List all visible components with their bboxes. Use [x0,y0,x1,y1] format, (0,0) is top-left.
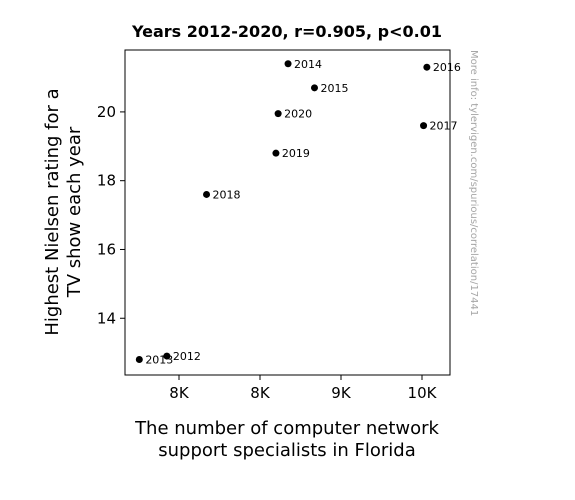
data-point-label: 2014 [294,58,322,71]
x-axis-label-line-1: The number of computer network [134,418,439,439]
data-point-label: 2016 [433,61,461,74]
data-point [163,352,171,360]
y-tick-label: 18 [97,172,116,190]
x-tick-label: 9K [331,384,352,402]
data-point [272,149,280,157]
x-axis-label-line-2: support specialists in Florida [158,440,416,461]
x-axis: 8K 8K 9K 10K [169,375,438,402]
data-point [284,60,292,68]
data-point [135,356,143,364]
data-point [420,122,428,130]
x-tick-label: 8K [169,384,190,402]
y-axis-label-line-2: TV show each year [64,126,85,298]
plot-area [124,49,451,376]
source-note: More info: tylervigen.com/spurious/corre… [468,50,479,316]
data-point-label: 2013 [145,354,173,367]
data-point [310,84,318,92]
y-axis-label-line-1: Highest Nielsen rating for a [42,88,63,335]
y-axis: 14 16 18 20 [97,103,125,327]
data-point-label: 2020 [284,108,312,121]
data-point-label: 2019 [282,147,310,160]
y-tick-label: 14 [97,309,116,327]
data-point-label: 2012 [173,350,201,363]
data-point-label: 2017 [430,120,458,133]
data-point [203,190,211,198]
data-point-label: 2015 [320,82,348,95]
y-tick-label: 16 [97,240,116,258]
y-tick-label: 20 [97,103,116,121]
data-point-label: 2018 [213,188,241,201]
data-point [274,110,282,118]
x-tick-label: 8K [250,384,271,402]
chart-title: Years 2012-2020, r=0.905, p<0.01 [131,22,442,41]
data-point [423,63,431,71]
x-tick-label: 10K [408,384,438,402]
